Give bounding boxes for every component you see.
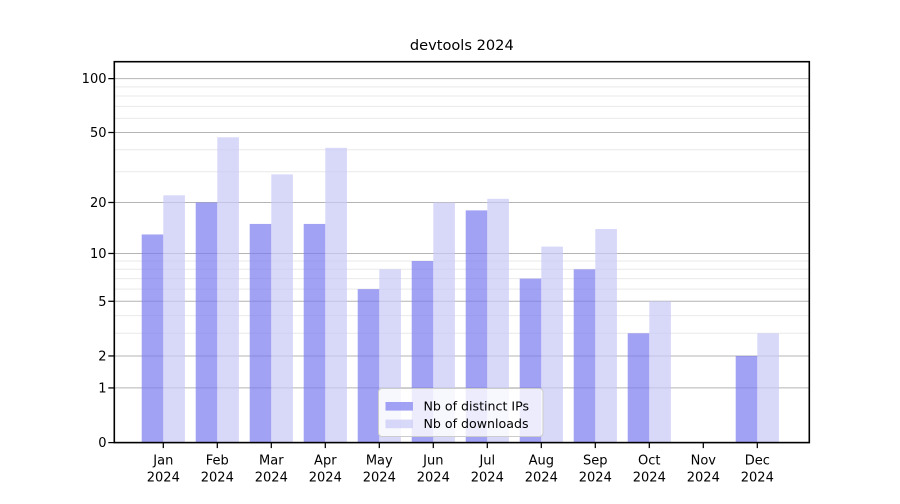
x-tick-label-year: 2024 — [363, 471, 396, 486]
y-tick-label: 10 — [90, 247, 107, 262]
bar-distinct-ips — [735, 355, 758, 443]
x-tick-label: May — [366, 454, 393, 469]
legend-swatch-downloads — [385, 419, 413, 429]
plot-border — [113, 60, 811, 444]
bar-distinct-ips — [357, 289, 380, 443]
y-tick-label: 2 — [98, 349, 106, 364]
x-tick-label-year: 2024 — [741, 471, 774, 486]
x-tick-label: Jan — [152, 454, 173, 469]
bar-downloads — [163, 195, 185, 443]
y-tick-label: 100 — [82, 72, 107, 87]
x-tick-label: Jun — [422, 454, 443, 469]
x-tick-label-year: 2024 — [201, 471, 234, 486]
x-tick-label: Oct — [638, 454, 660, 469]
bar-distinct-ips — [303, 223, 326, 443]
y-tick-label: 5 — [98, 295, 106, 310]
y-tick-label: 1 — [98, 381, 106, 396]
bar-downloads — [649, 301, 671, 443]
x-tick-label-year: 2024 — [687, 471, 720, 486]
x-tick-label-year: 2024 — [417, 471, 450, 486]
x-tick-label: Aug — [529, 454, 554, 469]
x-tick-label: Dec — [745, 454, 770, 469]
x-tick-label-year: 2024 — [579, 471, 612, 486]
x-tick-label-year: 2024 — [309, 471, 342, 486]
x-tick-label: Nov — [691, 454, 717, 469]
y-tick-label: 50 — [90, 126, 107, 141]
y-tick-label: 20 — [90, 196, 107, 211]
legend-swatch-distinct-ips — [385, 402, 413, 411]
bar-downloads — [433, 202, 455, 443]
x-tick-label-year: 2024 — [471, 471, 504, 486]
axis-ticks — [108, 77, 758, 449]
bar-distinct-ips — [573, 269, 596, 443]
x-tick-label: Feb — [206, 454, 229, 469]
x-tick-label-year: 2024 — [525, 471, 558, 486]
legend-box — [378, 388, 544, 437]
x-tick-label-year: 2024 — [633, 471, 666, 486]
legend-label-distinct-ips: Nb of distinct IPs — [424, 398, 530, 413]
bars — [141, 137, 779, 443]
bar-distinct-ips — [195, 202, 218, 443]
bar-downloads — [541, 246, 563, 443]
chart-title: devtools 2024 — [410, 37, 514, 54]
bar-distinct-ips — [249, 223, 272, 443]
x-tick-label: Sep — [583, 454, 608, 469]
bar-downloads — [271, 174, 293, 443]
bar-downloads — [757, 333, 779, 443]
x-tick-labels: Jan 2024 Feb 2024 Mar 2024 Apr 2024 May 2024 Jun 20… — [147, 454, 774, 486]
bar-downloads — [487, 198, 509, 443]
x-tick-label-year: 2024 — [147, 471, 180, 486]
bar-downloads — [595, 229, 617, 443]
bar-distinct-ips — [627, 333, 650, 443]
x-tick-label: Mar — [259, 454, 284, 469]
bar-distinct-ips — [465, 210, 488, 443]
bar-distinct-ips — [141, 234, 164, 443]
x-tick-label-year: 2024 — [255, 471, 288, 486]
y-tick-label: 0 — [98, 436, 106, 451]
legend: Nb of distinct IPs Nb of downloads — [378, 388, 544, 437]
x-tick-label: Jul — [478, 454, 495, 469]
legend-label-downloads: Nb of downloads — [424, 416, 529, 431]
bar-downloads — [325, 147, 347, 443]
x-tick-label: Apr — [314, 454, 337, 469]
bar-downloads — [217, 137, 239, 443]
